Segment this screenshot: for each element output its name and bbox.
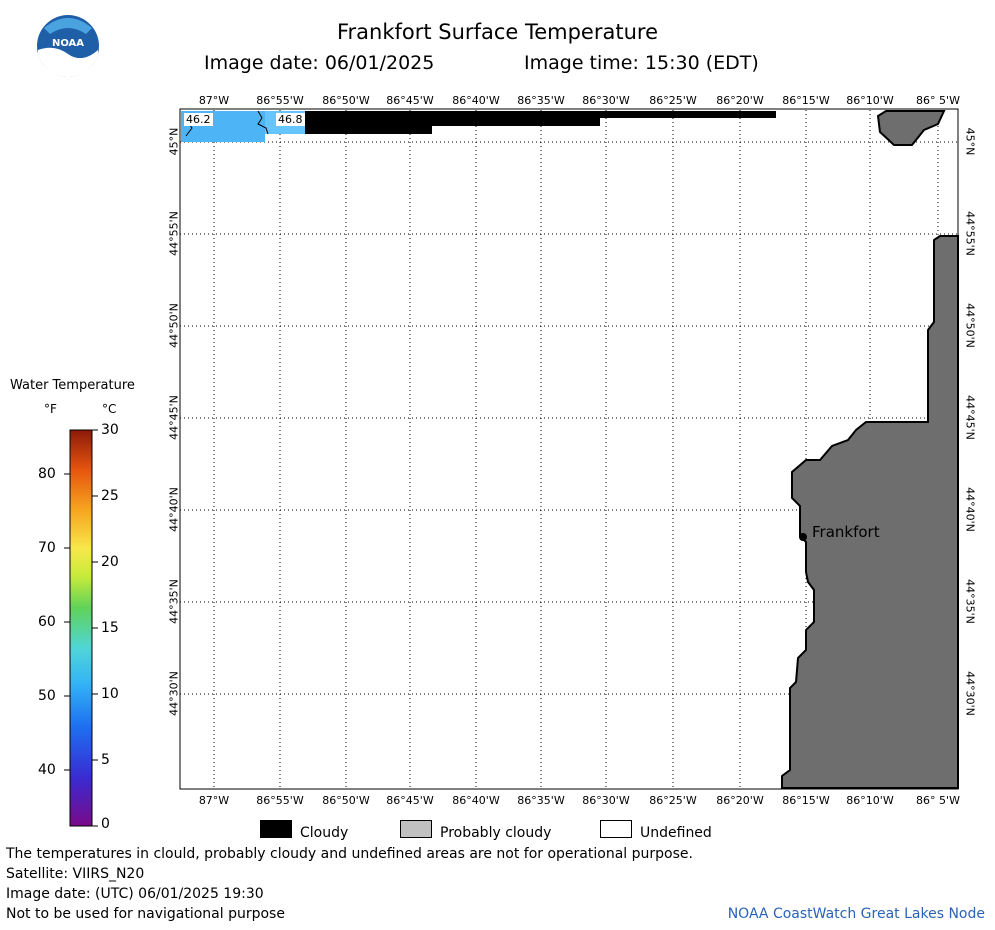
lat-label-right: 44°40'N <box>963 487 977 532</box>
lon-label-top: 86°30'W <box>582 94 630 107</box>
lon-label-bottom: 87°W <box>198 794 230 807</box>
colorbar-unit-c: °C <box>102 402 117 416</box>
image-time: Image time: 15:30 (EDT) <box>524 52 759 74</box>
lat-label-left: 44°50'N <box>167 303 181 348</box>
lon-label-bottom: 86°30'W <box>582 794 630 807</box>
lon-label-bottom: 86°55'W <box>256 794 304 807</box>
land-east <box>781 235 959 789</box>
lon-label-bottom: 86°25'W <box>649 794 697 807</box>
footer-credit: NOAA CoastWatch Great Lakes Node <box>727 906 985 922</box>
lon-label-bottom: 86°10'W <box>846 794 894 807</box>
image-date: Image date: 06/01/2025 <box>204 52 435 74</box>
cloud-band <box>305 111 776 134</box>
legend-undefined-label: Undefined <box>640 825 712 841</box>
colorbar-f-label: 40 <box>38 762 56 778</box>
legend-cloudy-swatch <box>260 820 292 838</box>
colorbar-f-label: 80 <box>38 466 56 482</box>
colorbar-c-label: 15 <box>101 620 119 636</box>
map-grid <box>180 110 958 788</box>
lon-label-bottom: 86°45'W <box>386 794 434 807</box>
lat-label-left: 44°30'N <box>167 671 181 716</box>
lat-label-right: 44°55'N <box>963 211 977 256</box>
lat-label-left: 44°55'N <box>167 211 181 256</box>
footer-satellite: Satellite: VIIRS_N20 <box>6 866 145 882</box>
land-northeast <box>876 110 946 146</box>
noaa-logo: NOAA <box>37 15 99 78</box>
legend-undefined-swatch <box>600 820 632 838</box>
lat-label-left: 45°N <box>167 127 181 156</box>
lon-label-top: 86°35'W <box>517 94 565 107</box>
lon-label-top: 87°W <box>198 94 230 107</box>
colorbar-c-label: 20 <box>101 554 119 570</box>
lon-label-top: 86°45'W <box>386 94 434 107</box>
lat-label-left: 44°35'N <box>167 579 181 624</box>
footer-utc-date: Image date: (UTC) 06/01/2025 19:30 <box>6 886 264 902</box>
colorbar-c-label: 30 <box>101 422 119 438</box>
city-marker-icon <box>799 533 807 541</box>
lat-label-right: 44°35'N <box>963 579 977 624</box>
lon-label-top: 86°40'W <box>452 94 500 107</box>
lon-label-top: 86°15'W <box>782 94 830 107</box>
lon-label-bottom: 86°40'W <box>452 794 500 807</box>
lat-label-right: 45°N <box>963 127 977 156</box>
city-label: Frankfort <box>812 523 880 541</box>
legend-probably-cloudy-swatch <box>400 820 432 838</box>
colorbar-c-label: 10 <box>101 686 119 702</box>
colorbar <box>64 429 98 827</box>
lat-label-right: 44°30'N <box>963 671 977 716</box>
lon-label-top: 86°50'W <box>322 94 370 107</box>
lon-label-top: 86°10'W <box>846 94 894 107</box>
temp-label-2: 46.8 <box>276 113 305 126</box>
lat-label-right: 44°50'N <box>963 303 977 348</box>
colorbar-f-label: 50 <box>38 688 56 704</box>
legend-cloudy-label: Cloudy <box>300 825 349 841</box>
colorbar-f-label: 60 <box>38 614 56 630</box>
colorbar-title: Water Temperature <box>10 378 135 393</box>
colorbar-c-label: 0 <box>101 816 110 832</box>
lon-label-bottom: 86°35'W <box>517 794 565 807</box>
logo-text: NOAA <box>52 38 84 49</box>
isotherm-line <box>257 110 269 135</box>
colorbar-unit-f: °F <box>44 402 57 416</box>
map-frame <box>179 108 959 790</box>
lon-label-top: 86°55'W <box>256 94 304 107</box>
lat-label-left: 44°40'N <box>167 487 181 532</box>
lon-label-top: 86° 5'W <box>916 94 960 107</box>
lon-label-top: 86°25'W <box>649 94 697 107</box>
lon-label-bottom: 86°50'W <box>322 794 370 807</box>
colorbar-ticks <box>64 429 98 827</box>
footer-disclaimer: The temperatures in clould, probably clo… <box>6 846 693 862</box>
lon-label-top: 86°20'W <box>716 94 764 107</box>
lat-label-right: 44°45'N <box>963 395 977 440</box>
lon-label-bottom: 86°15'W <box>782 794 830 807</box>
colorbar-c-label: 5 <box>101 752 110 768</box>
lon-label-bottom: 86° 5'W <box>916 794 960 807</box>
lon-label-bottom: 86°20'W <box>716 794 764 807</box>
temp-label-1: 46.2 <box>184 113 213 126</box>
colorbar-f-label: 70 <box>38 540 56 556</box>
lat-label-left: 44°45'N <box>167 395 181 440</box>
footer-nav: Not to be used for navigational purpose <box>6 906 285 922</box>
legend-probably-cloudy-label: Probably cloudy <box>440 825 552 841</box>
page-title: Frankfort Surface Temperature <box>336 20 658 44</box>
colorbar-gradient <box>69 429 93 827</box>
colorbar-c-label: 25 <box>101 488 119 504</box>
